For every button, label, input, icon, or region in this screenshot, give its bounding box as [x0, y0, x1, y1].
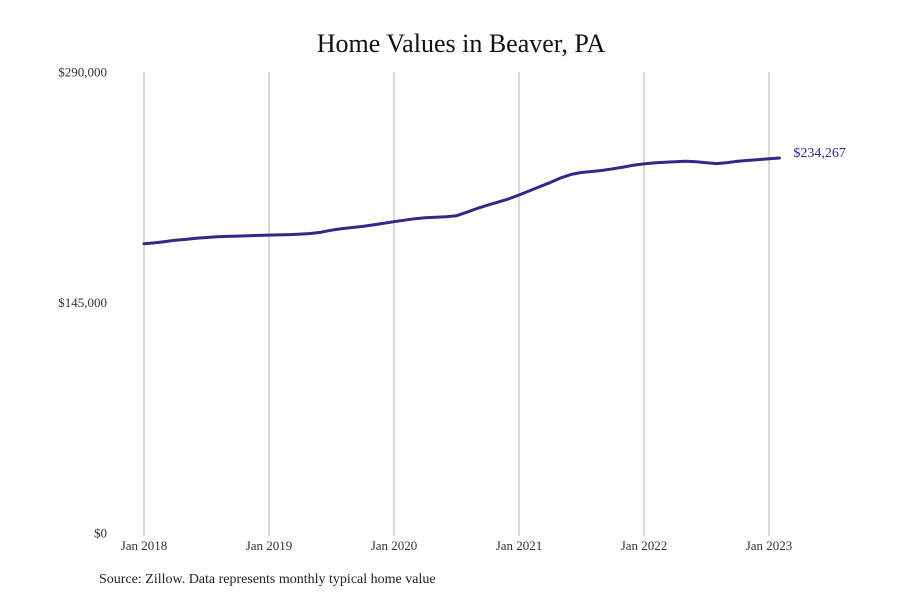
chart-title: Home Values in Beaver, PA	[317, 29, 606, 58]
source-note: Source: Zillow. Data represents monthly …	[99, 572, 436, 587]
x-tick-label: Jan 2023	[746, 538, 793, 553]
home-value-line	[142, 156, 781, 246]
vertical-grid	[143, 72, 770, 536]
end-value-label: $234,267	[793, 146, 846, 161]
y-axis-tick-labels: $0 $145,000 $290,000	[58, 65, 107, 541]
x-tick-label: Jan 2019	[246, 538, 293, 553]
x-tick-label: Jan 2022	[621, 538, 668, 553]
x-tick-label: Jan 2018	[121, 538, 168, 553]
y-tick-label: $145,000	[58, 295, 107, 310]
x-axis-tick-labels: Jan 2018 Jan 2019 Jan 2020 Jan 2021 Jan 2022…	[121, 538, 793, 553]
x-tick-label: Jan 2020	[371, 538, 418, 553]
x-tick-label: Jan 2021	[496, 538, 543, 553]
y-tick-label: $0	[94, 526, 107, 541]
y-tick-label: $290,000	[58, 65, 107, 80]
